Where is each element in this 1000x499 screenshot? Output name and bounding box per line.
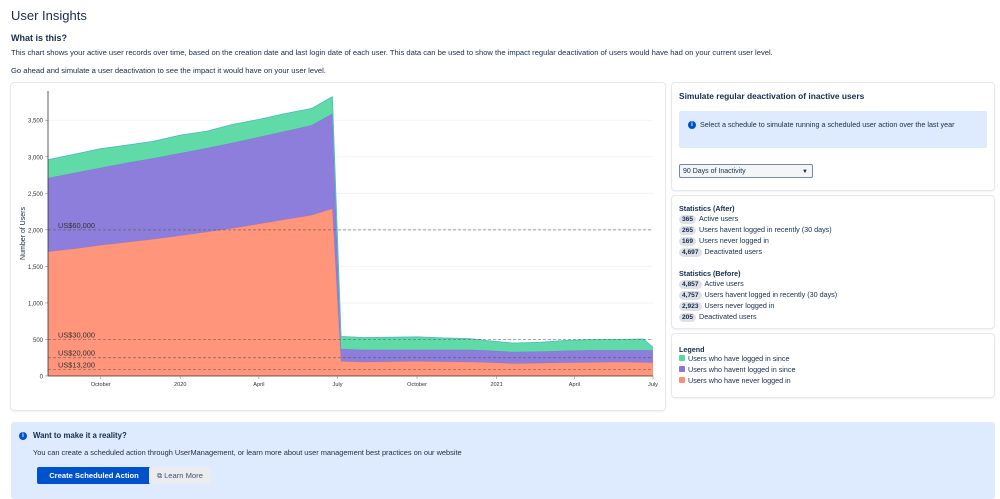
legend-swatch [679,355,685,362]
stat-value: 4,697 [679,248,702,257]
stat-row: 2,923 Users never logged in [679,301,774,311]
legend-title: Legend [679,345,705,354]
learn-more-label: Learn More [164,471,203,480]
stats-after-title: Statistics (After) [679,204,735,213]
legend-item: Users who have never logged in [679,376,791,386]
legend-swatch [679,377,685,384]
banner-text: You can create a scheduled action throug… [33,448,462,457]
banner-title: Want to make it a reality? [33,431,127,440]
x-tick-label: July [648,382,658,388]
simulate-title: Simulate regular deactivation of inactiv… [679,91,865,101]
stat-label: Deactivated users [699,312,757,321]
info-text: Select a schedule to simulate running a … [700,120,955,129]
learn-more-button[interactable]: ⧉ Learn More [149,467,211,484]
x-tick-label: July [333,382,343,388]
x-tick-label: 2021 [490,382,502,388]
legend-item: Users who have logged in since [679,354,789,364]
stat-value: 265 [679,226,697,235]
stat-label: Users never logged in [704,301,775,310]
stat-row: 265 Users havent logged in recently (30 d… [679,225,832,235]
external-link-icon: ⧉ [157,473,163,480]
stat-label: Users havent logged in recently (30 days… [699,225,832,234]
stat-value: 4,857 [679,280,702,289]
statistics-panel: Statistics (After) 365 Active users 265 Us… [672,196,994,328]
reference-label: US$13,200 [58,360,95,369]
series-area [48,113,653,364]
legend-swatch [679,366,685,373]
stat-row: 365 Active users [679,214,738,224]
legend-panel: Legend Users who have logged in since Us… [672,334,994,397]
stat-value: 169 [679,237,697,246]
description-line-2: Go ahead and simulate a user deactivatio… [11,66,326,75]
stat-label: Users never logged in [699,236,769,245]
stat-row: 205 Deactivated users [679,312,757,322]
create-scheduled-action-button[interactable]: Create Scheduled Action [37,467,151,484]
stat-label: Deactivated users [704,247,763,256]
stat-value: 205 [679,313,697,322]
legend-label: Users who have logged in since [688,354,790,363]
stat-label: Active users [704,279,744,288]
stat-value: 365 [679,215,697,224]
total-line [47,96,654,348]
y-tick-label: 2,000 [28,228,44,234]
page-title: User Insights [11,8,87,23]
info-message: i Select a schedule to simulate running … [679,111,987,148]
y-tick-label: 3,500 [28,119,44,125]
y-tick-label: 500 [33,338,44,344]
reference-label: US$30,000 [58,330,95,339]
y-tick-label: 0 [40,375,44,381]
description-line-1: This chart shows your active user record… [11,48,773,57]
legend-label: Users who have never logged in [688,376,791,385]
chart-panel: 0 500 1,000 1,500 2,000 2,500 3,000 3,500 US$60,… [11,83,665,410]
schedule-select[interactable]: 90 Days of Inactivity ▼ [679,164,813,178]
x-tick-label: October [407,382,427,388]
what-is-this-heading: What is this? [11,33,67,43]
stat-row: 169 Users never logged in [679,236,769,246]
simulate-panel: Simulate regular deactivation of inactiv… [672,83,994,190]
x-tick-label: April [253,382,264,388]
stat-row: 4,757 Users havent logged in recently (30… [679,290,837,300]
stat-value: 4,757 [679,291,702,300]
y-tick-label: 3,000 [28,155,44,161]
reference-label: US$60,000 [58,221,95,230]
legend-label: Users who havent logged in since [688,365,796,374]
schedule-select-value: 90 Days of Inactivity [683,168,746,175]
y-tick-label: 2,500 [28,192,44,198]
reference-label: US$20,000 [58,349,95,358]
stat-row: 4,697 Deactivated users [679,247,762,257]
y-tick-label: 1,000 [28,301,44,307]
stat-label: Active users [699,214,739,223]
chevron-down-icon: ▼ [802,169,808,175]
cta-banner: i Want to make it a reality? You can cre… [11,422,995,499]
x-tick-label: October [91,382,111,388]
user-chart: 0 500 1,000 1,500 2,000 2,500 3,000 3,500 US$60,… [20,91,658,388]
x-tick-label: April [569,382,580,388]
info-icon: i [19,432,27,440]
x-tick-label: 2020 [174,382,186,388]
y-axis-label: Number of Users [20,207,27,260]
legend-item: Users who havent logged in since [679,365,795,375]
y-tick-label: 1,500 [28,265,44,271]
stat-value: 2,923 [679,302,702,311]
stat-label: Users havent logged in recently (30 days… [704,290,838,299]
info-icon: i [688,121,696,129]
stats-before-title: Statistics (Before) [679,269,741,278]
stat-row: 4,857 Active users [679,279,744,289]
series-area [48,208,653,376]
